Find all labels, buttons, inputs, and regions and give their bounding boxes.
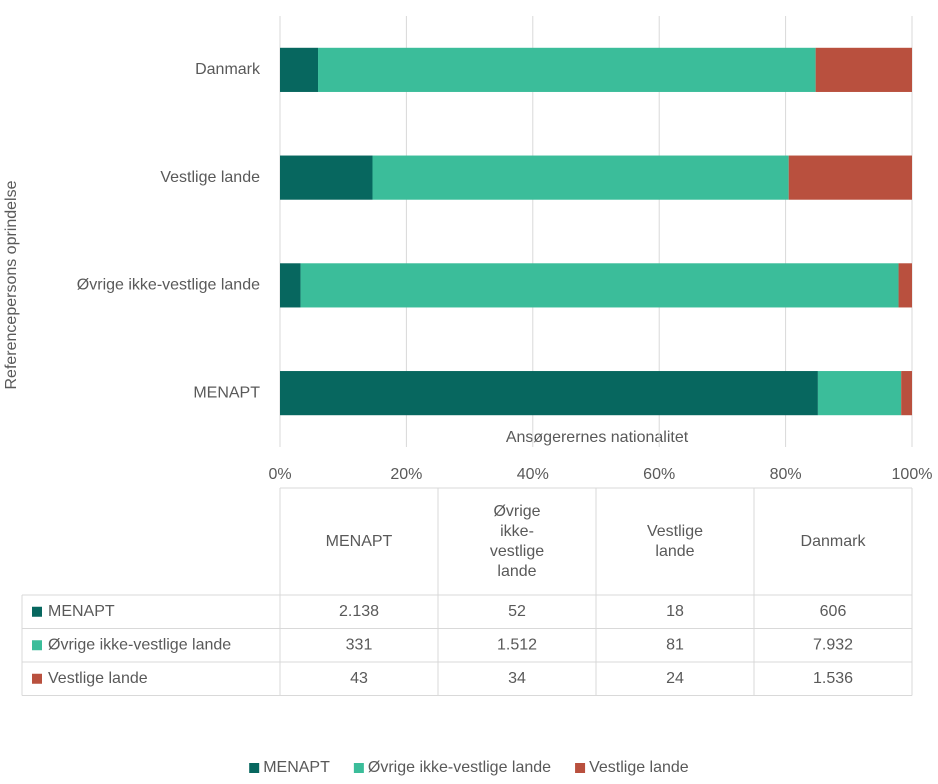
legend-key (249, 763, 260, 773)
table-row-label: MENAPT (48, 603, 115, 620)
bar-segment (318, 47, 816, 92)
bar-segment (280, 155, 373, 200)
x-tick-label: 100% (892, 466, 933, 483)
table-legend-key (32, 606, 42, 617)
y-tick-label: Danmark (195, 61, 261, 78)
table-cell: 1.512 (497, 636, 537, 653)
y-tick-label: Vestlige lande (160, 169, 260, 186)
y-axis-label: Referencepersons oprindelse (3, 180, 20, 389)
x-tick-label: 20% (390, 466, 422, 483)
x-tick-label: 80% (770, 466, 802, 483)
y-tick-label: Øvrige ikke-vestlige lande (77, 277, 260, 294)
table-header-cell: Danmark (754, 488, 912, 595)
bar-segment (898, 263, 912, 308)
header-text: Øvrige ikke-vestlige lande (489, 502, 545, 580)
table-cell: 331 (346, 636, 373, 653)
bar-segment (372, 155, 789, 200)
header-cell: Danmark (754, 488, 912, 595)
legend-label: Øvrige ikke-vestlige lande (368, 759, 551, 776)
table-row-label: Vestlige lande (48, 670, 148, 687)
table-cell: 24 (666, 670, 684, 687)
header-cell: Vestlige lande (596, 488, 754, 595)
table-legend-key (32, 640, 42, 651)
table-header-cell: Øvrige ikke-vestlige lande (438, 488, 596, 595)
bar-segment (280, 263, 301, 308)
bar-segment (901, 371, 912, 416)
table-cell: 7.932 (813, 636, 853, 653)
header-cell: MENAPT (280, 488, 438, 595)
table-row-label: Øvrige ikke-vestlige lande (48, 636, 231, 653)
table-header-cell: MENAPT (280, 488, 438, 595)
x-tick-label: 0% (268, 466, 291, 483)
table-header-cell: Vestlige lande (596, 488, 754, 595)
header-text: Danmark (800, 532, 866, 550)
table-cell: 18 (666, 603, 684, 620)
header-cell: Øvrige ikke-vestlige lande (438, 488, 596, 595)
table-cell: 34 (508, 670, 526, 687)
bar-segment (815, 47, 912, 92)
table-cell: 1.536 (813, 670, 853, 687)
legend-key (353, 763, 364, 773)
legend-label: MENAPT (263, 759, 330, 776)
bar-segment (280, 371, 818, 416)
table-cell: 52 (508, 603, 526, 620)
table-cell: 43 (350, 670, 368, 687)
legend-label: Vestlige lande (589, 759, 689, 776)
bar-segment (300, 263, 899, 308)
x-axis-label: Ansøgerernes nationalitet (506, 429, 689, 446)
table-legend-key (32, 673, 42, 684)
header-text: MENAPT (325, 532, 393, 550)
legend-key (575, 763, 586, 773)
bar-segment (280, 47, 319, 92)
bar-segment (788, 155, 912, 200)
table-cell: 606 (820, 603, 847, 620)
x-tick-label: 60% (643, 466, 675, 483)
bar-segment (817, 371, 902, 416)
y-tick-label: MENAPT (193, 384, 260, 401)
header-text: Vestlige lande (646, 522, 704, 560)
table-cell: 81 (666, 636, 684, 653)
table-cell: 2.138 (339, 603, 379, 620)
x-tick-label: 40% (517, 466, 549, 483)
legend: MENAPT Øvrige ikke-vestlige lande Vestlige… (249, 759, 689, 776)
